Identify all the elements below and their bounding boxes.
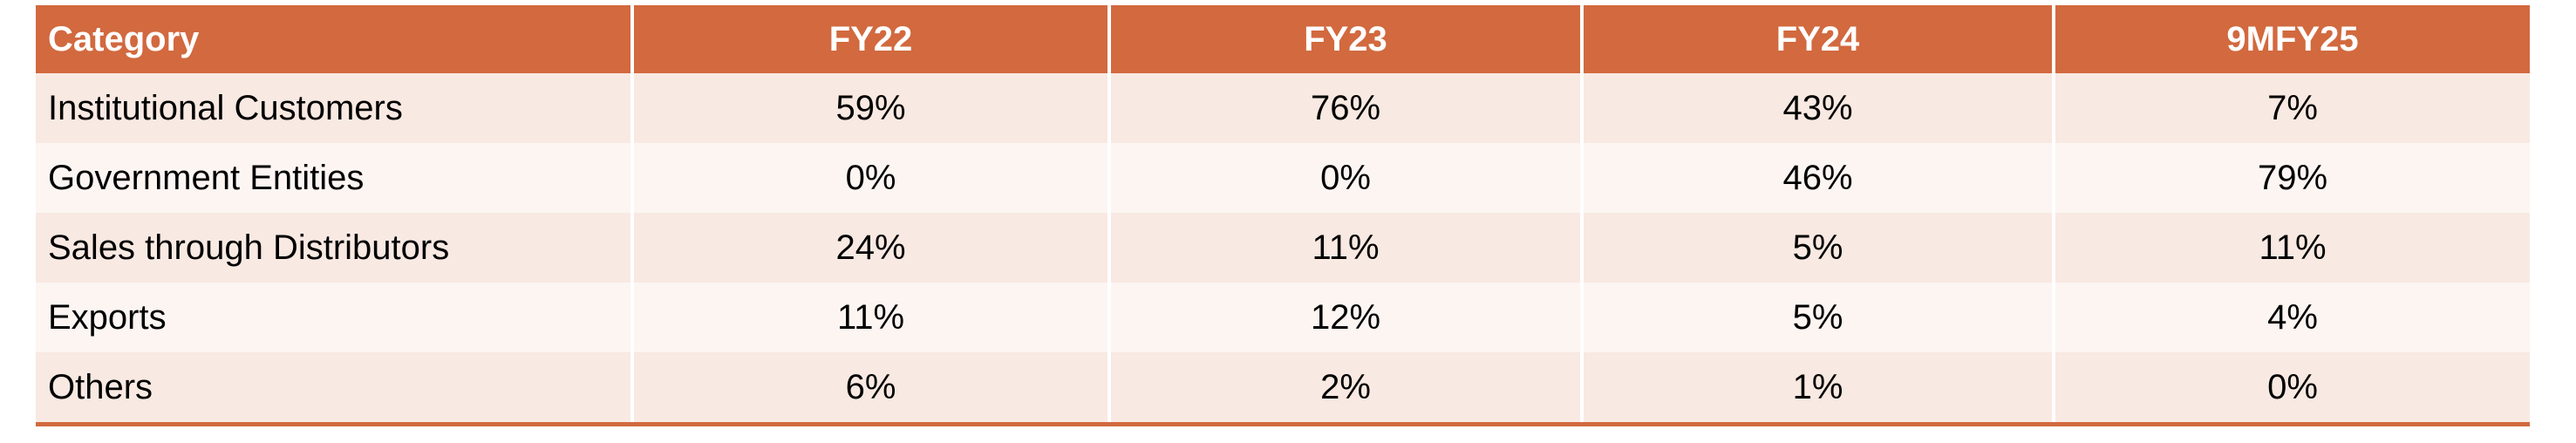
value-cell: 76% <box>1107 73 1582 143</box>
value-cell: 24% <box>630 213 1109 283</box>
category-cell: Sales through Distributors <box>36 213 632 283</box>
value-cell: 0% <box>2052 352 2530 426</box>
value-cell: 79% <box>2052 143 2530 213</box>
table: Category FY22 FY23 FY24 9MFY25 Institutional… <box>36 5 2530 426</box>
header-cell: 9MFY25 <box>2052 5 2530 73</box>
category-cell: Exports <box>36 283 632 352</box>
value-cell: 11% <box>2052 213 2530 283</box>
category-cell: Others <box>36 352 632 426</box>
value-cell: 11% <box>1107 213 1582 283</box>
value-cell: 5% <box>1580 213 2054 283</box>
header-cell: FY23 <box>1107 5 1582 73</box>
value-cell: 7% <box>2052 73 2530 143</box>
header-cell: FY22 <box>630 5 1109 73</box>
table-row: Government Entities 0% 0% 46% 79% <box>36 143 2530 213</box>
category-cell: Institutional Customers <box>36 73 632 143</box>
header-cell: Category <box>36 5 632 73</box>
value-cell: 2% <box>1107 352 1582 426</box>
value-cell: 11% <box>630 283 1109 352</box>
value-cell: 43% <box>1580 73 2054 143</box>
value-cell: 0% <box>1107 143 1582 213</box>
table-header: Category FY22 FY23 FY24 9MFY25 <box>36 5 2530 73</box>
table-row: Sales through Distributors 24% 11% 5% 11% <box>36 213 2530 283</box>
table-row: Exports 11% 12% 5% 4% <box>36 283 2530 352</box>
value-cell: 12% <box>1107 283 1582 352</box>
table-body: Institutional Customers 59% 76% 43% 7% Govern… <box>36 73 2530 426</box>
table-row: Others 6% 2% 1% 0% <box>36 352 2530 426</box>
value-cell: 6% <box>630 352 1109 426</box>
header-row: Category FY22 FY23 FY24 9MFY25 <box>36 5 2530 73</box>
table-wrapper: Category FY22 FY23 FY24 9MFY25 Institutional… <box>36 5 2530 426</box>
value-cell: 4% <box>2052 283 2530 352</box>
value-cell: 0% <box>630 143 1109 213</box>
header-cell: FY24 <box>1580 5 2054 73</box>
value-cell: 59% <box>630 73 1109 143</box>
value-cell: 1% <box>1580 352 2054 426</box>
table-row: Institutional Customers 59% 76% 43% 7% <box>36 73 2530 143</box>
value-cell: 5% <box>1580 283 2054 352</box>
value-cell: 46% <box>1580 143 2054 213</box>
category-cell: Government Entities <box>36 143 632 213</box>
